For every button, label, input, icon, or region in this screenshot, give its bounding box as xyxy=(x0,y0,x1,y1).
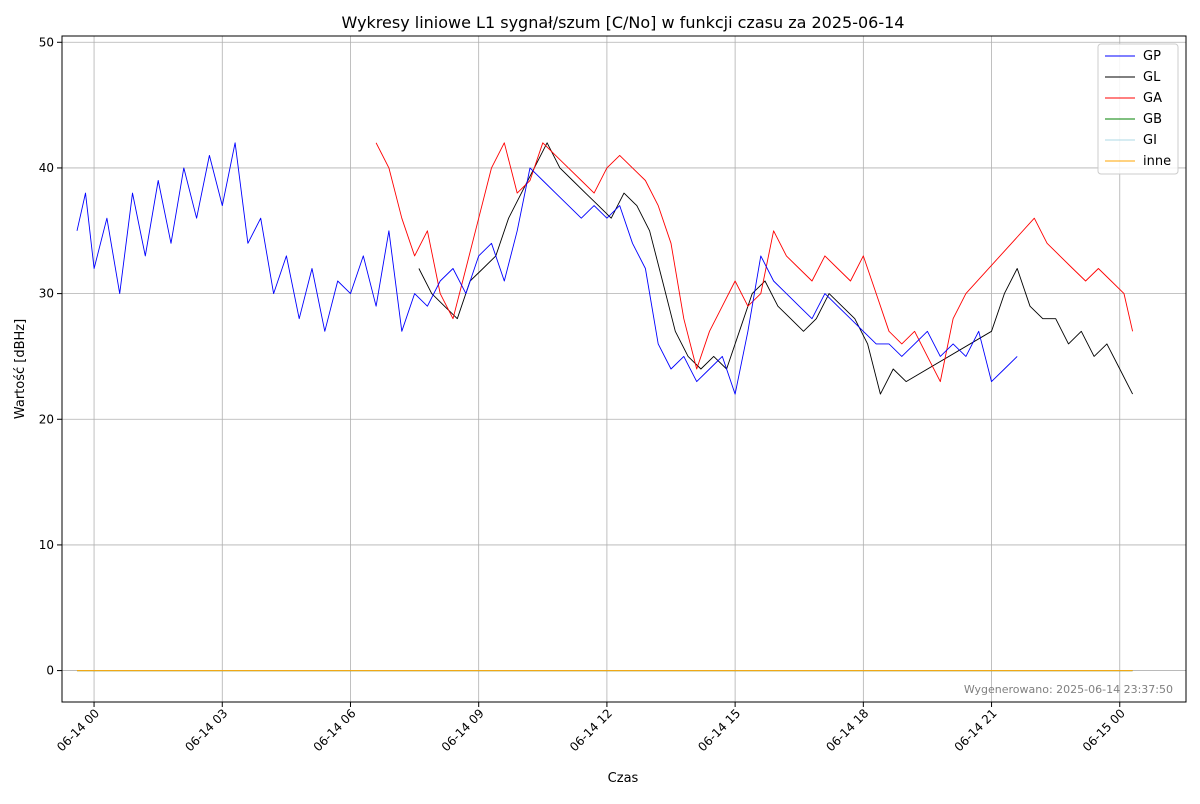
x-tick-label: 06-14 00 xyxy=(54,706,102,754)
grid xyxy=(62,36,1186,702)
x-axis-ticks: 06-14 00 06-14 03 06-14 06 06-14 09 06-14 12… xyxy=(54,702,1128,754)
y-axis-ticks: 0 10 20 30 40 50 xyxy=(39,35,62,678)
legend-label-inne: inne xyxy=(1143,154,1171,169)
y-tick-label: 0 xyxy=(46,664,54,678)
y-tick-label: 40 xyxy=(39,161,54,175)
y-axis-label: Wartość [dBHz] xyxy=(13,319,28,419)
x-tick-label: 06-14 12 xyxy=(567,706,615,754)
y-tick-label: 30 xyxy=(39,287,54,301)
x-tick-label: 06-15 00 xyxy=(1080,706,1128,754)
legend-label-gp: GP xyxy=(1143,49,1161,64)
x-tick-label: 06-14 09 xyxy=(439,706,487,754)
legend: GP GL GA GB GI inne xyxy=(1097,43,1179,175)
series-line-ga xyxy=(375,142,1134,383)
legend-label-gb: GB xyxy=(1143,112,1162,127)
legend-label-ga: GA xyxy=(1143,91,1162,106)
series-line-gl xyxy=(418,142,1134,395)
x-tick-label: 06-14 03 xyxy=(182,706,230,754)
x-tick-label: 06-14 06 xyxy=(311,706,359,754)
generated-timestamp: Wygenerowano: 2025-06-14 23:37:50 xyxy=(964,683,1173,696)
y-tick-label: 10 xyxy=(39,538,54,552)
legend-label-gl: GL xyxy=(1143,70,1161,85)
series-line-gp xyxy=(76,142,1018,395)
x-tick-label: 06-14 18 xyxy=(823,706,871,754)
y-tick-label: 50 xyxy=(39,35,54,49)
x-axis-label: Czas xyxy=(608,771,639,786)
legend-label-gi: GI xyxy=(1143,133,1157,148)
plot-frame xyxy=(61,35,1187,703)
x-tick-label: 06-14 21 xyxy=(952,706,1000,754)
chart-title: Wykresy liniowe L1 sygnał/szum [C/No] w … xyxy=(342,13,905,32)
y-tick-label: 20 xyxy=(39,412,54,426)
x-tick-label: 06-14 15 xyxy=(695,706,743,754)
series-layer xyxy=(76,142,1134,672)
